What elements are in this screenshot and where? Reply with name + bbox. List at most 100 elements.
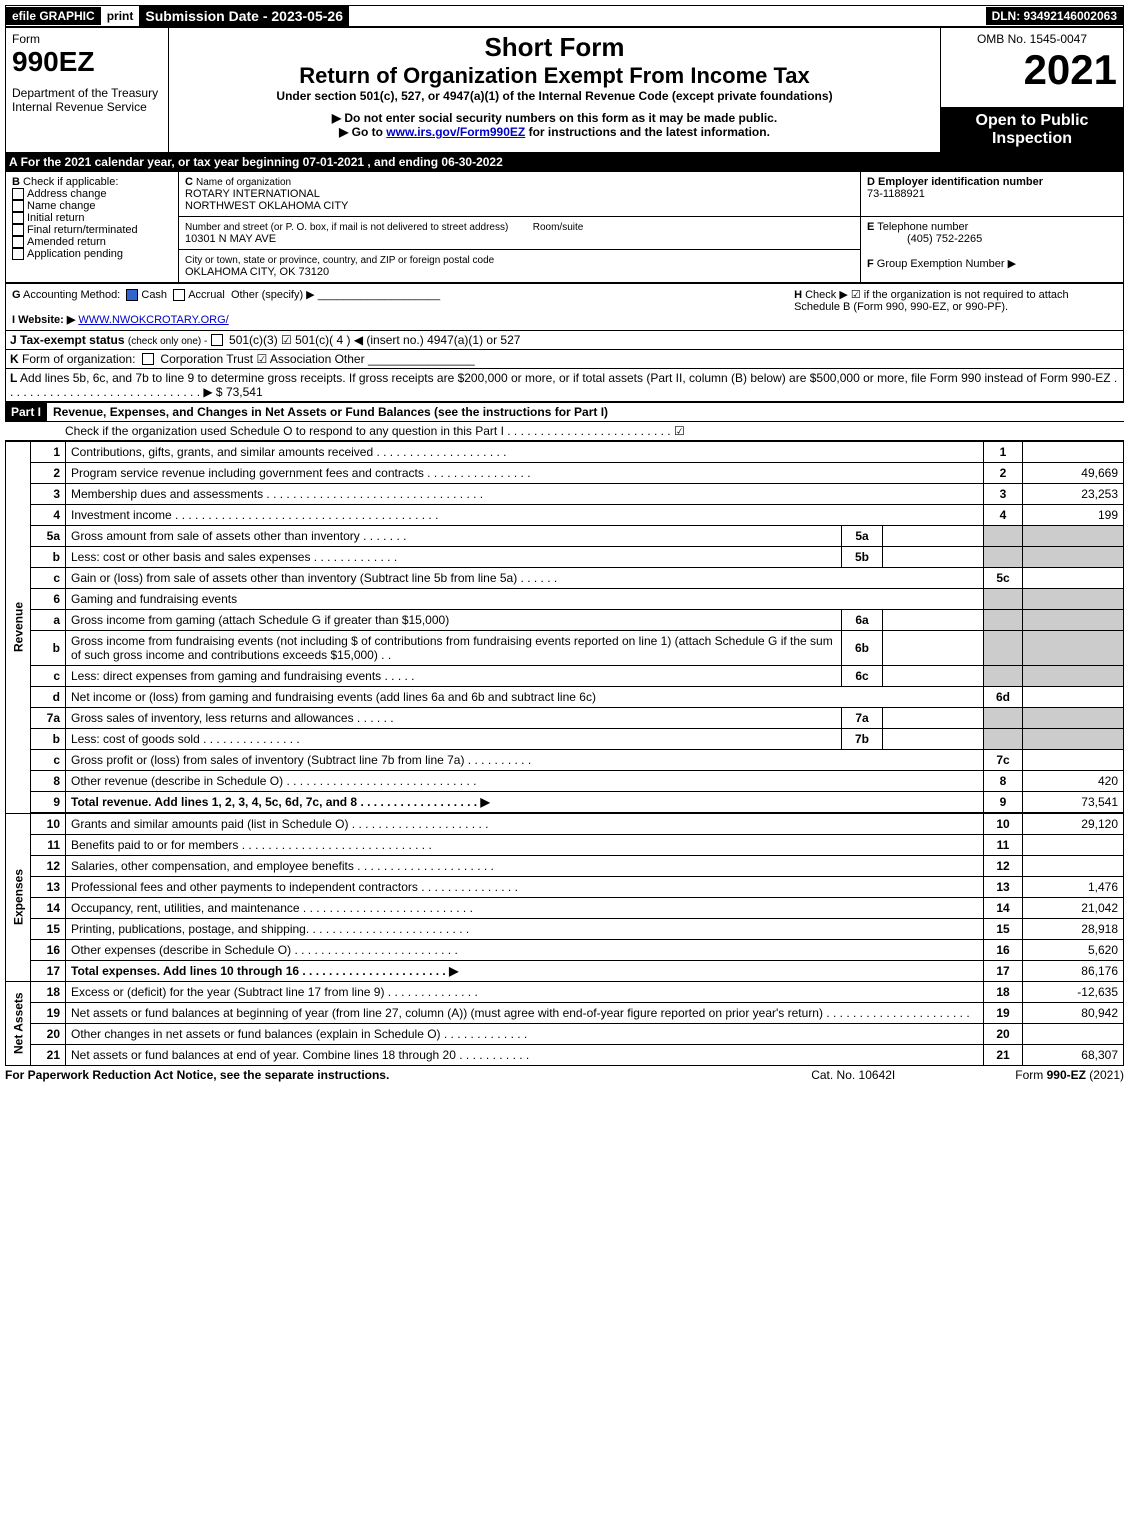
- line-desc: Excess or (deficit) for the year (Subtra…: [66, 981, 984, 1002]
- footer-right-pre: Form: [1015, 1068, 1046, 1082]
- line-num: 18: [31, 981, 66, 1002]
- checkbox-corp[interactable]: [142, 353, 154, 365]
- line-amount: 68,307: [1023, 1044, 1124, 1065]
- opt-other-specify: Other (specify) ▶: [231, 289, 315, 301]
- city-label: City or town, state or province, country…: [185, 255, 494, 266]
- checkbox-name-change[interactable]: [12, 200, 24, 212]
- table-row: 11Benefits paid to or for members . . . …: [6, 834, 1124, 855]
- checkbox-final-return[interactable]: [12, 224, 24, 236]
- website-link[interactable]: WWW.NWOKCROTARY.ORG/: [78, 314, 228, 326]
- line-desc: Total revenue. Add lines 1, 2, 3, 4, 5c,…: [66, 791, 984, 812]
- table-row: 16Other expenses (describe in Schedule O…: [6, 939, 1124, 960]
- line-amount: 1,476: [1023, 876, 1124, 897]
- shade-cell: [984, 588, 1023, 609]
- table-row: 5aGross amount from sale of assets other…: [6, 525, 1124, 546]
- line-box: 2: [984, 462, 1023, 483]
- line-box: 7c: [984, 749, 1023, 770]
- checkbox-accrual[interactable]: [173, 289, 185, 301]
- line-desc: Salaries, other compensation, and employ…: [66, 855, 984, 876]
- line-num: 5a: [31, 525, 66, 546]
- table-row: 2Program service revenue including gover…: [6, 462, 1124, 483]
- line-box: 1: [984, 441, 1023, 462]
- line-num: b: [31, 546, 66, 567]
- line-desc: Other revenue (describe in Schedule O) .…: [66, 770, 984, 791]
- checkbox-amended-return[interactable]: [12, 236, 24, 248]
- e-label: Telephone number: [877, 221, 968, 233]
- line-box: 17: [984, 960, 1023, 981]
- line-desc: Gain or (loss) from sale of assets other…: [66, 567, 984, 588]
- line-num: 17: [31, 960, 66, 981]
- shade-cell: [1023, 630, 1124, 665]
- efile-label: efile GRAPHIC: [6, 7, 101, 25]
- expenses-side-label: Expenses: [6, 813, 31, 981]
- line-num: 9: [31, 791, 66, 812]
- l-text: Add lines 5b, 6c, and 7b to line 9 to de…: [10, 371, 1117, 399]
- line-num: 10: [31, 813, 66, 834]
- line-desc: Investment income . . . . . . . . . . . …: [66, 504, 984, 525]
- line-num: 15: [31, 918, 66, 939]
- line-desc: Less: direct expenses from gaming and fu…: [66, 665, 842, 686]
- line-num: 20: [31, 1023, 66, 1044]
- line-desc: Contributions, gifts, grants, and simila…: [66, 441, 984, 462]
- line-num: 12: [31, 855, 66, 876]
- checkbox-app-pending[interactable]: [12, 248, 24, 260]
- irs-link[interactable]: www.irs.gov/Form990EZ: [386, 125, 525, 139]
- shade-cell: [984, 609, 1023, 630]
- line-box: 13: [984, 876, 1023, 897]
- f-label: Group Exemption Number ▶: [877, 258, 1016, 270]
- netassets-side-label: Net Assets: [6, 981, 31, 1065]
- i-label: Website: ▶: [18, 314, 75, 326]
- shade-cell: [1023, 546, 1124, 567]
- footer-right: Form 990-EZ (2021): [1015, 1068, 1124, 1082]
- table-row: 20Other changes in net assets or fund ba…: [6, 1023, 1124, 1044]
- part1-check-line: Check if the organization used Schedule …: [5, 422, 1124, 441]
- checkbox-initial-return[interactable]: [12, 212, 24, 224]
- part1-header-row: Part I Revenue, Expenses, and Changes in…: [5, 402, 1124, 422]
- line-num: 13: [31, 876, 66, 897]
- line-desc: Program service revenue including govern…: [66, 462, 984, 483]
- shade-cell: [984, 525, 1023, 546]
- line-desc: Benefits paid to or for members . . . . …: [66, 834, 984, 855]
- line-amount: [1023, 567, 1124, 588]
- sub-amount: [883, 525, 984, 546]
- footer-form: 990-EZ: [1047, 1068, 1086, 1082]
- goto-prefix: ▶ Go to: [339, 125, 386, 139]
- checkbox-address-change[interactable]: [12, 188, 24, 200]
- print-link[interactable]: print: [101, 7, 140, 25]
- return-title: Return of Organization Exempt From Incom…: [175, 63, 934, 89]
- sub-box: 5b: [842, 546, 883, 567]
- table-row: 14Occupancy, rent, utilities, and mainte…: [6, 897, 1124, 918]
- org-name: ROTARY INTERNATIONAL NORTHWEST OKLAHOMA …: [185, 188, 348, 212]
- line-amount: -12,635: [1023, 981, 1124, 1002]
- checkbox-cash[interactable]: [126, 289, 138, 301]
- line-desc: Other changes in net assets or fund bala…: [66, 1023, 984, 1044]
- line-box: 6d: [984, 686, 1023, 707]
- shade-cell: [984, 630, 1023, 665]
- dept-label: Department of the Treasury: [12, 86, 162, 100]
- line-box: 19: [984, 1002, 1023, 1023]
- c-label: Name of organization: [196, 177, 291, 188]
- j-row: J Tax-exempt status (check only one) - 5…: [5, 331, 1124, 350]
- line-amount: 420: [1023, 770, 1124, 791]
- line-desc: Gross amount from sale of assets other t…: [66, 525, 842, 546]
- table-row: aGross income from gaming (attach Schedu…: [6, 609, 1124, 630]
- line-amount: 29,120: [1023, 813, 1124, 834]
- sub-box: 7b: [842, 728, 883, 749]
- sub-amount: [883, 630, 984, 665]
- opt-amended-return: Amended return: [27, 236, 106, 248]
- sub-box: 5a: [842, 525, 883, 546]
- line-amount: [1023, 441, 1124, 462]
- sub-amount: [883, 728, 984, 749]
- line-box: 3: [984, 483, 1023, 504]
- footer-right-post: (2021): [1086, 1068, 1124, 1082]
- goto-line: ▶ Go to www.irs.gov/Form990EZ for instru…: [175, 125, 934, 139]
- table-row: Revenue 1 Contributions, gifts, grants, …: [6, 441, 1124, 462]
- sub-amount: [883, 609, 984, 630]
- j-opts: 501(c)(3) ☑ 501(c)( 4 ) ◀ (insert no.) 4…: [229, 333, 520, 347]
- line-amount: [1023, 834, 1124, 855]
- form-word: Form: [12, 32, 162, 46]
- city-value: OKLAHOMA CITY, OK 73120: [185, 266, 329, 278]
- line-desc: Professional fees and other payments to …: [66, 876, 984, 897]
- checkbox-501c3[interactable]: [211, 334, 223, 346]
- line-desc: Gross income from gaming (attach Schedul…: [66, 609, 842, 630]
